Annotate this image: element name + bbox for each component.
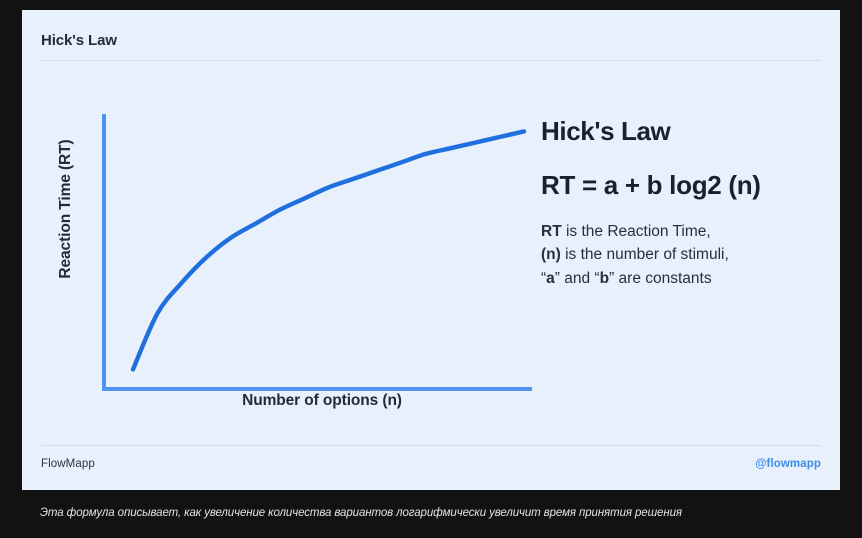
- info-title: Hick's Law: [541, 116, 671, 146]
- desc-term-b: b: [599, 269, 610, 287]
- desc-term-a: a: [546, 269, 555, 287]
- desc-line-rt: RT is the Reaction Time,: [541, 220, 831, 243]
- desc-text-n: is the number of stimuli,: [560, 246, 729, 264]
- desc-quote-open: “: [541, 269, 547, 287]
- brand-label: FlowMapp: [41, 458, 95, 470]
- desc-line-constants: “a” and “b” are constants: [541, 267, 831, 290]
- social-handle[interactable]: @flowmapp: [755, 458, 821, 470]
- formula-description: RT is the Reaction Time, (n) is the numb…: [541, 220, 831, 290]
- page-title: Hick's Law: [41, 32, 117, 49]
- y-axis-label: Reaction Time (RT): [57, 139, 74, 279]
- x-axis-label: Number of options (n): [242, 392, 402, 409]
- header-divider: [41, 60, 821, 61]
- desc-term-rt: RT: [541, 223, 562, 240]
- desc-text-rt: is the Reaction Time,: [561, 223, 711, 240]
- footer-divider: [41, 445, 821, 446]
- desc-line-n: (n) is the number of stimuli,: [541, 243, 831, 266]
- hicks-law-card: Hick's Law Reaction Time (RT) Number of …: [22, 10, 840, 490]
- desc-text-mid: ” and “: [554, 269, 600, 287]
- desc-term-n: (n): [541, 246, 561, 264]
- caption-text: Эта формула описывает, как увеличение ко…: [40, 507, 682, 519]
- formula-text: RT = a + b log2 (n): [541, 170, 761, 200]
- chart-area: Reaction Time (RT) Number of options (n): [22, 70, 542, 440]
- info-panel: Hick's Law RT = a + b log2 (n) RT is the…: [541, 118, 831, 290]
- reaction-time-curve: [130, 129, 527, 372]
- desc-text-end: ” are constants: [609, 269, 712, 287]
- card-header: Hick's Law: [22, 10, 840, 60]
- hicks-law-chart: [102, 114, 532, 391]
